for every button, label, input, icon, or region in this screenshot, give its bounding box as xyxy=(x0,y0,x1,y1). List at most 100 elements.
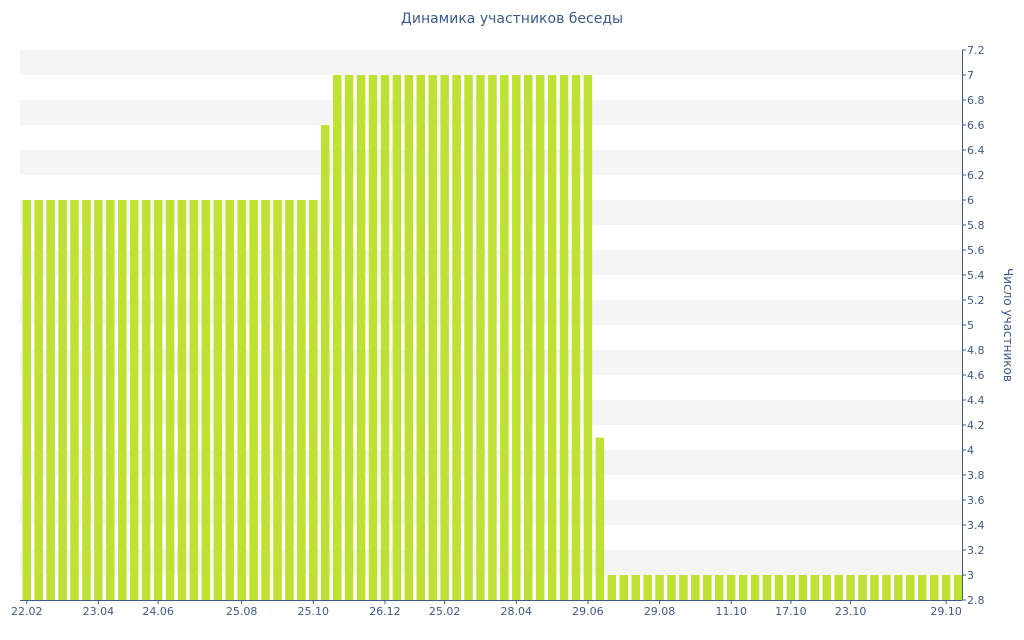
chart-bar xyxy=(631,575,640,600)
y-tick-label: 3.2 xyxy=(967,544,985,557)
chart-bar xyxy=(153,200,163,600)
chart-bar xyxy=(332,75,342,600)
chart-bar xyxy=(894,575,903,600)
chart-bar xyxy=(643,575,652,600)
chart-bar xyxy=(595,437,605,600)
chart-bar xyxy=(213,200,223,600)
y-tick-label: 5.2 xyxy=(967,294,985,307)
x-tick-label: 29.10 xyxy=(930,605,962,618)
chart-bar xyxy=(500,75,509,600)
chart-bar xyxy=(547,75,557,600)
y-tick-label: 6 xyxy=(967,194,974,207)
chart-bar xyxy=(285,200,294,600)
chart-bar xyxy=(392,75,402,600)
chart-bar xyxy=(918,575,927,600)
chart-bar xyxy=(726,575,736,600)
chart-bar xyxy=(523,75,533,600)
chart-bar xyxy=(738,575,748,600)
chart-bar xyxy=(535,75,545,600)
chart-title: Динамика участников беседы xyxy=(400,11,624,27)
chart-bar xyxy=(404,75,414,600)
y-tick-label: 3.8 xyxy=(967,469,985,482)
chart-bar xyxy=(428,75,437,600)
chart-bar xyxy=(834,575,843,600)
y-tick-label: 7 xyxy=(967,69,974,82)
y-tick-labels: 2.8 3 3.2 3.4 3.6 3.8 4 4.2 4.4 4.6 4.8 5 5.2 5.4 5.6 5… xyxy=(967,44,985,607)
y-tick-label: 3.6 xyxy=(967,494,985,507)
chart-bar xyxy=(941,575,951,600)
chart-bar xyxy=(452,75,461,600)
chart-bar xyxy=(321,125,330,600)
chart-bar xyxy=(34,200,43,600)
chart-bar xyxy=(249,200,258,600)
chart-bar xyxy=(70,200,79,600)
x-tick-label: 17.10 xyxy=(775,605,807,618)
chart-bar xyxy=(177,200,187,600)
y-axis-title: Число участников xyxy=(1001,268,1015,382)
chart-bar xyxy=(512,75,521,600)
y-tick-label: 5.8 xyxy=(967,219,985,232)
chart-bar xyxy=(667,575,676,600)
chart-bar xyxy=(762,575,772,600)
chart-bar xyxy=(559,75,569,600)
chart-bar xyxy=(118,200,127,600)
chart-bar xyxy=(750,575,760,600)
y-tick-label: 3.4 xyxy=(967,519,985,532)
x-tick-label: 25.02 xyxy=(429,605,461,618)
x-tick-label: 23.10 xyxy=(835,605,867,618)
chart-bar xyxy=(583,75,593,600)
chart-bar xyxy=(953,575,963,600)
chart-bar xyxy=(619,575,628,600)
chart-bar xyxy=(225,200,234,600)
chart-bar xyxy=(201,200,211,600)
chart-bar xyxy=(416,75,426,600)
chart-bar xyxy=(882,575,891,600)
chart-bar xyxy=(309,200,318,600)
chart-bar xyxy=(440,75,449,600)
chart-bar xyxy=(22,200,31,600)
chart-bar xyxy=(106,200,115,600)
chart-bar xyxy=(94,200,103,600)
y-tick-label: 6.6 xyxy=(967,119,985,132)
chart-bar xyxy=(273,200,282,600)
y-tick-label: 5.6 xyxy=(967,244,985,257)
chart-bar xyxy=(607,575,617,600)
chart-bar xyxy=(571,75,581,600)
chart-bar xyxy=(141,200,151,600)
chart-bar xyxy=(58,200,67,600)
y-tick-label: 4.8 xyxy=(967,344,985,357)
chart-bar xyxy=(870,575,879,600)
chart-bar xyxy=(774,575,784,600)
chart-bar xyxy=(344,75,354,600)
chart-bar xyxy=(679,575,688,600)
x-tick-label: 29.08 xyxy=(644,605,676,618)
chart-bar xyxy=(189,200,199,600)
chart-bar xyxy=(356,75,366,600)
y-tick-label: 7.2 xyxy=(967,44,985,57)
y-tick-label: 6.8 xyxy=(967,94,985,107)
x-tick-label: 26.12 xyxy=(369,605,401,618)
x-tick-label: 22.02 xyxy=(11,605,43,618)
chart-bar xyxy=(655,575,664,600)
y-tick-label: 3 xyxy=(967,569,974,582)
chart-bar xyxy=(82,200,91,600)
x-tick-label: 25.08 xyxy=(226,605,258,618)
chart-bar xyxy=(858,575,867,600)
bars xyxy=(22,75,963,600)
chart-bar xyxy=(476,75,485,600)
chart-bar xyxy=(380,75,390,600)
x-tick-label: 23.04 xyxy=(83,605,115,618)
x-tick-label: 24.06 xyxy=(142,605,174,618)
y-tick-label: 4.4 xyxy=(967,394,985,407)
y-tick-label: 4.2 xyxy=(967,419,985,432)
x-tick-label: 28.04 xyxy=(501,605,533,618)
y-tick-label: 6.4 xyxy=(967,144,985,157)
x-tick-label: 11.10 xyxy=(715,605,747,618)
chart-bar xyxy=(798,575,808,600)
chart-bar xyxy=(464,75,473,600)
chart-bar xyxy=(929,575,939,600)
chart-bar xyxy=(846,575,855,600)
chart-bar xyxy=(297,200,306,600)
chart-bar xyxy=(822,575,831,600)
